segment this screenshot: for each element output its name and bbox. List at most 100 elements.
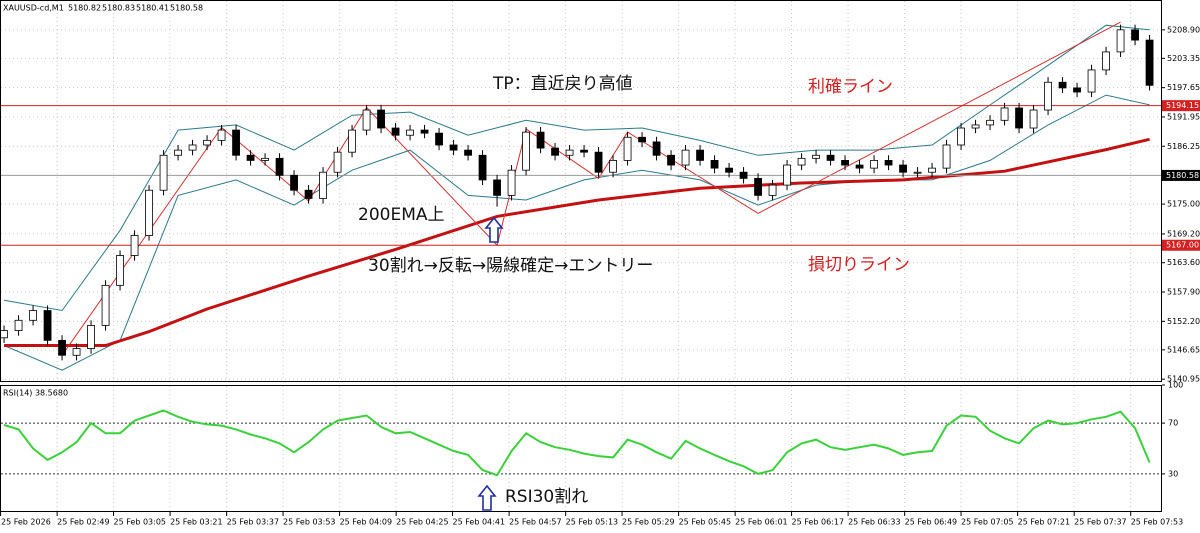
candle-body [420, 129, 429, 134]
candle-body [609, 160, 617, 173]
candle-body [667, 154, 675, 166]
candle-body [942, 144, 951, 169]
candle-body [362, 109, 371, 131]
candle-body [638, 136, 646, 143]
candle-body [507, 169, 516, 196]
candle-body [826, 154, 835, 161]
y-tick-label: 5146.65 [1167, 345, 1200, 354]
candle-body [290, 174, 298, 191]
candle-body [739, 171, 748, 179]
candle-body [551, 147, 559, 156]
candle-body [72, 348, 81, 356]
candle-body [493, 179, 501, 196]
candle-body [159, 154, 168, 191]
ema-line [4, 137, 1150, 347]
main-panel-border [0, 0, 1162, 382]
x-tick-label: 25 Feb 05:45 [679, 518, 731, 527]
candle-body [870, 160, 878, 169]
annotation: 30割れ→反転→陽線確定→エントリー [368, 256, 653, 276]
annotation: 200EMA上 [358, 205, 445, 225]
y-tick-label: 5163.60 [1167, 258, 1200, 267]
y-tick-label: 5203.35 [1167, 54, 1200, 63]
candle-body [0, 330, 8, 339]
candle-body [261, 157, 269, 161]
price-label: 5167.00 [1166, 241, 1199, 250]
x-tick-label: 25 Feb 06:33 [848, 518, 900, 527]
x-tick-label: 25 Feb 05:29 [622, 518, 674, 527]
x-tick-label: 25 Feb 04:25 [396, 518, 448, 527]
x-tick-label: 25 Feb 06:01 [735, 518, 787, 527]
price-label: 5180.58 [1166, 171, 1199, 180]
candle-body [130, 235, 139, 256]
candle-body [87, 325, 95, 349]
candle-body [449, 144, 458, 151]
x-tick-label: 25 Feb 02:49 [57, 518, 109, 527]
candle-body [623, 136, 632, 161]
candle-body [43, 310, 52, 341]
candle-body [29, 310, 37, 321]
candle-body [391, 127, 400, 136]
y-tick-label: 30 [1168, 469, 1178, 478]
candle-body [986, 119, 994, 126]
candle-body [957, 127, 965, 146]
candle-body [797, 157, 806, 166]
y-tick-label: 5157.90 [1167, 288, 1200, 297]
price-label-box [1162, 239, 1200, 251]
candle-body [1000, 107, 1009, 121]
candle-body [435, 132, 443, 146]
x-tick-label: 25 Feb 04:09 [340, 518, 392, 527]
symbol: XAUUSD-cd,M1 [3, 4, 64, 13]
annotation: RSI30割れ [505, 487, 588, 507]
arrow [477, 484, 497, 511]
y-tick-label: 5208.90 [1167, 25, 1200, 34]
x-tick-label: 25 Feb 06:17 [792, 518, 844, 527]
candle-body [1116, 29, 1125, 53]
candle-body [971, 124, 980, 129]
bollinger-upper [4, 24, 1150, 312]
y-tick-label: 100 [1168, 381, 1183, 390]
candle-body [232, 129, 240, 156]
candle-body [855, 164, 864, 169]
quote: 5180.83 [102, 4, 135, 13]
candle-body [1087, 69, 1096, 93]
candle-body [14, 319, 23, 331]
candle-body [899, 164, 907, 173]
y-tick-label: 5191.95 [1167, 112, 1200, 121]
candle-body [681, 149, 690, 166]
candle-body [406, 129, 414, 136]
candle-body [116, 255, 124, 286]
y-tick-label: 5152.20 [1167, 317, 1200, 326]
quote: 5180.82 [68, 4, 101, 13]
x-tick-label: 25 Feb 2026 [1, 518, 51, 527]
candle-body [348, 129, 356, 153]
candle-body [145, 189, 153, 236]
price-label-box [1162, 169, 1200, 181]
candle-body [710, 160, 719, 169]
candle-body [536, 131, 545, 149]
candle-body [188, 144, 197, 151]
candle-body [754, 178, 762, 196]
candle-body [333, 151, 342, 173]
candle-body [1029, 109, 1038, 129]
annotation: 損切りライン [808, 255, 910, 275]
y-tick-label: 5197.65 [1167, 83, 1200, 92]
candle-body [101, 284, 110, 326]
candle-body [1073, 87, 1081, 93]
candle-body [884, 160, 893, 166]
candle-body [478, 154, 487, 181]
x-tick-label: 25 Feb 04:41 [453, 518, 505, 527]
candle-body [203, 139, 211, 146]
bollinger-lower [3, 94, 1150, 371]
candle-body [319, 171, 327, 199]
y-tick-label: 5175.00 [1167, 200, 1200, 209]
y-tick-label: 5186.25 [1167, 142, 1200, 151]
y-tick-label: 70 [1168, 419, 1178, 428]
quote: 5180.58 [170, 4, 203, 13]
candle-body [928, 167, 936, 173]
candle-body [1102, 51, 1110, 71]
candle-body [217, 129, 226, 141]
arrow [484, 216, 504, 243]
candle-body [580, 149, 588, 153]
candle-body [1131, 29, 1139, 41]
